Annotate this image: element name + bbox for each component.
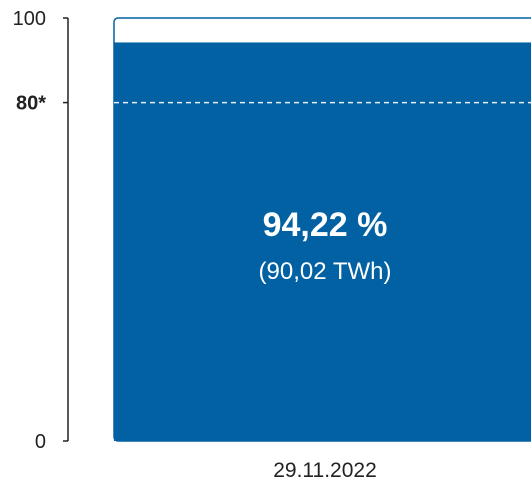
bar-label-percent: 94,22 % xyxy=(263,206,388,244)
x-tick-label: 29.11.2022 xyxy=(273,459,377,482)
y-tick-labels: 100 80* 0 xyxy=(13,8,68,453)
bar-group: 94,22 % (90,02 TWh) xyxy=(113,17,531,442)
y-tick-label: 0 xyxy=(35,431,46,453)
bar-label-energy: (90,02 TWh) xyxy=(259,258,392,285)
y-tick-label: 80* xyxy=(16,93,46,115)
fill-level-bar xyxy=(114,42,531,441)
y-axis: 100 80* 0 xyxy=(13,8,69,453)
y-tick-label: 100 xyxy=(13,8,46,30)
